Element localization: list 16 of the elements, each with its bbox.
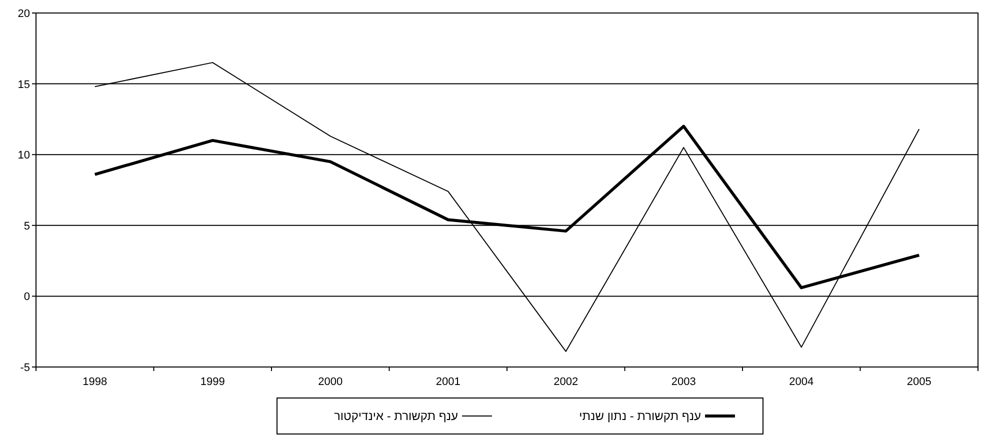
x-tick-label: 2005 bbox=[906, 376, 932, 388]
y-tick-label: 20 bbox=[18, 8, 30, 20]
y-tick-label: 10 bbox=[18, 150, 30, 162]
x-tick-label: 2004 bbox=[789, 376, 814, 388]
x-tick-label: 1999 bbox=[200, 376, 225, 388]
y-tick-label: 5 bbox=[24, 220, 30, 232]
legend-label: ענף תקשורת - נתון שנתי bbox=[579, 409, 701, 423]
legend-label: ענף תקשורת - אינדיקטור bbox=[334, 409, 458, 423]
x-tick-label: 2000 bbox=[318, 376, 343, 388]
x-tick-label: 1998 bbox=[82, 376, 108, 388]
y-tick-label: -5 bbox=[20, 362, 30, 374]
x-tick-label: 2001 bbox=[436, 376, 460, 388]
x-tick-label: 2002 bbox=[554, 376, 578, 388]
y-tick-label: 0 bbox=[24, 291, 30, 304]
x-tick-label: 2003 bbox=[671, 376, 696, 388]
y-tick-label: 15 bbox=[18, 78, 30, 91]
